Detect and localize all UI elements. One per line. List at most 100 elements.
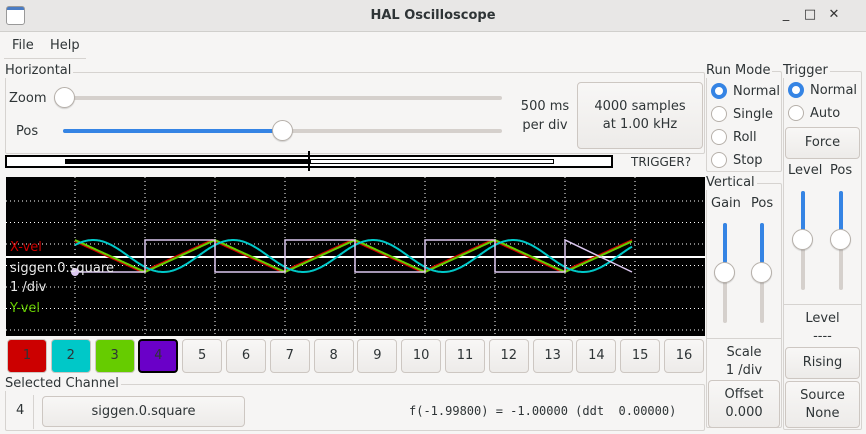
trigger-status: TRIGGER?	[631, 155, 692, 169]
maximize-icon[interactable]: □	[803, 7, 817, 22]
trigger-option-auto[interactable]: Auto	[788, 105, 840, 121]
radio-icon[interactable]	[711, 152, 727, 168]
scope-display[interactable]: X-vel siggen.0.square 1 /div Y-vel	[6, 177, 705, 352]
menu-file[interactable]: File	[12, 38, 34, 53]
trace-label-ch3: Y-vel	[10, 301, 41, 316]
run-mode-option-roll[interactable]: Roll	[711, 129, 757, 145]
channel-button-1[interactable]: 1	[7, 339, 47, 373]
trace-label-ch4: siggen.0.square	[10, 261, 114, 276]
samples-count: 4000 samples	[594, 98, 686, 114]
trace-label-ch1: X-vel	[10, 240, 42, 255]
cursor-readout: f(-1.99800) = -1.00000 (ddt 0.00000)	[409, 404, 677, 418]
vertical-pos-slider[interactable]	[751, 223, 772, 323]
run-mode-option-stop[interactable]: Stop	[711, 152, 763, 168]
trigger-level-slider[interactable]	[792, 191, 813, 290]
run-mode-option-label: Stop	[733, 152, 763, 168]
samples-button[interactable]: 4000 samples at 1.00 kHz	[577, 82, 703, 149]
channel-button-6[interactable]: 6	[226, 339, 266, 373]
time-per-div: 500 ms per div	[515, 97, 575, 135]
radio-icon[interactable]	[788, 82, 804, 98]
trace-ch2	[74, 239, 633, 273]
channel-button-16[interactable]: 16	[664, 339, 704, 373]
channel-button-8[interactable]: 8	[313, 339, 354, 373]
window-title: HAL Oscilloscope	[370, 8, 496, 23]
trigger-source-value: None	[805, 405, 840, 421]
pos-slider[interactable]	[63, 120, 502, 141]
channel-button-14[interactable]: 14	[576, 339, 617, 373]
pos-slider-knob[interactable]	[272, 120, 293, 141]
trigger-pos-label: Pos	[830, 163, 853, 178]
channel-button-3[interactable]: 3	[94, 339, 135, 373]
run-mode-option-single[interactable]: Single	[711, 106, 773, 122]
trigger-source-label: Source	[800, 387, 845, 403]
run-mode-label: Run Mode	[706, 63, 773, 78]
trigger-marker	[308, 151, 310, 171]
trigger-level-knob[interactable]	[792, 229, 813, 250]
horizontal-label: Horizontal	[5, 63, 74, 78]
channel-source-button[interactable]: siggen.0.square	[42, 396, 245, 427]
vertical-label: Vertical	[706, 175, 757, 190]
vertical-pos-label: Pos	[751, 196, 774, 211]
horizontal-group	[5, 72, 705, 154]
force-button[interactable]: Force	[785, 127, 860, 159]
trigger-pos-knob[interactable]	[830, 229, 851, 250]
record-position-bar[interactable]	[5, 151, 613, 171]
channel-button-4[interactable]: 4	[138, 339, 179, 373]
vertical-pos-slider-knob[interactable]	[751, 262, 772, 283]
trigger-source-button[interactable]: Source None	[785, 381, 860, 428]
time-per-div-unit: per div	[522, 118, 568, 133]
radio-icon[interactable]	[711, 106, 727, 122]
radio-icon[interactable]	[711, 83, 727, 99]
run-mode-option-label: Normal	[733, 83, 781, 99]
trigger-option-label: Normal	[810, 82, 858, 98]
trigger-level-title: Level	[805, 311, 840, 326]
channel-button-10[interactable]: 10	[401, 339, 442, 373]
channel-button-12[interactable]: 12	[488, 339, 529, 373]
channel-button-11[interactable]: 11	[445, 339, 485, 373]
trigger-label: Trigger	[783, 63, 830, 78]
scale-readout: Scale 1 /div	[707, 344, 781, 380]
gain-slider[interactable]	[714, 223, 735, 323]
offset-value: 0.000	[725, 405, 763, 420]
scale-label: Scale	[726, 345, 762, 360]
selected-channel-group	[5, 384, 705, 431]
trigger-option-normal[interactable]: Normal	[788, 82, 857, 98]
zoom-label: Zoom	[9, 91, 47, 106]
trace-scale-label: 1 /div	[10, 280, 47, 295]
run-mode-option-label: Single	[733, 106, 773, 122]
time-per-div-value: 500 ms	[520, 99, 570, 114]
channel-button-5[interactable]: 5	[182, 339, 223, 373]
channel-button-9[interactable]: 9	[357, 339, 398, 373]
run-mode-option-label: Roll	[733, 129, 757, 145]
sample-rate: at 1.00 kHz	[602, 116, 678, 132]
trigger-edge-button[interactable]: Rising	[785, 347, 860, 379]
trigger-option-label: Auto	[810, 105, 841, 121]
offset-label: Offset	[724, 387, 764, 403]
zoom-slider[interactable]	[54, 87, 502, 108]
trigger-level-value: ----	[813, 329, 832, 344]
channel-button-7[interactable]: 7	[269, 339, 310, 373]
scope-plot	[6, 177, 705, 352]
radio-icon[interactable]	[788, 105, 804, 121]
trigger-pos-slider[interactable]	[830, 191, 851, 290]
radio-icon[interactable]	[711, 129, 727, 145]
menu-help[interactable]: Help	[50, 38, 80, 53]
close-icon[interactable]: ✕	[828, 7, 840, 22]
title-bar: HAL Oscilloscope _ □ ✕	[0, 0, 866, 32]
selected-channel-number: 4	[16, 403, 25, 418]
window-icon	[6, 6, 25, 25]
trace-ch4	[75, 238, 633, 273]
channel-button-2[interactable]: 2	[50, 339, 91, 373]
channel-4-marker	[71, 268, 79, 276]
scale-value: 1 /div	[725, 363, 763, 378]
gain-label: Gain	[711, 196, 741, 211]
minimize-icon[interactable]: _	[782, 7, 790, 22]
channel-button-15[interactable]: 15	[620, 339, 661, 373]
zoom-slider-knob[interactable]	[54, 87, 75, 108]
run-mode-option-normal[interactable]: Normal	[711, 83, 780, 99]
menu-separator	[4, 58, 86, 59]
trigger-level-label: Level	[788, 163, 823, 178]
gain-slider-knob[interactable]	[714, 262, 735, 283]
offset-button[interactable]: Offset 0.000	[708, 380, 780, 428]
channel-button-13[interactable]: 13	[532, 339, 573, 373]
